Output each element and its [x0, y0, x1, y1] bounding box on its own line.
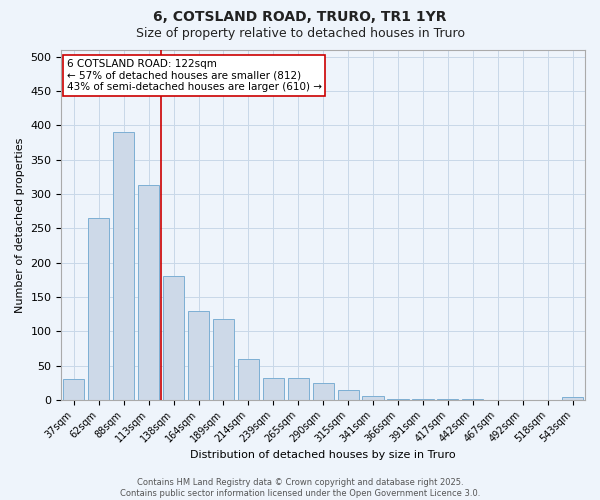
Bar	[362, 396, 383, 400]
Bar	[263, 378, 284, 400]
Y-axis label: Number of detached properties: Number of detached properties	[15, 137, 25, 312]
Text: 6, COTSLAND ROAD, TRURO, TR1 1YR: 6, COTSLAND ROAD, TRURO, TR1 1YR	[153, 10, 447, 24]
Bar	[313, 384, 334, 400]
Bar	[238, 358, 259, 400]
Bar	[562, 397, 583, 400]
Bar	[462, 399, 484, 400]
Bar	[287, 378, 309, 400]
Bar	[63, 379, 85, 400]
Bar	[338, 390, 359, 400]
Bar	[437, 399, 458, 400]
Bar	[138, 185, 159, 400]
Bar	[412, 399, 434, 400]
Bar	[163, 276, 184, 400]
Text: Contains HM Land Registry data © Crown copyright and database right 2025.
Contai: Contains HM Land Registry data © Crown c…	[120, 478, 480, 498]
Bar	[88, 218, 109, 400]
Bar	[388, 399, 409, 400]
Text: 6 COTSLAND ROAD: 122sqm
← 57% of detached houses are smaller (812)
43% of semi-d: 6 COTSLAND ROAD: 122sqm ← 57% of detache…	[67, 58, 322, 92]
Bar	[213, 319, 234, 400]
Text: Size of property relative to detached houses in Truro: Size of property relative to detached ho…	[136, 28, 464, 40]
X-axis label: Distribution of detached houses by size in Truro: Distribution of detached houses by size …	[190, 450, 456, 460]
Bar	[113, 132, 134, 400]
Bar	[188, 310, 209, 400]
